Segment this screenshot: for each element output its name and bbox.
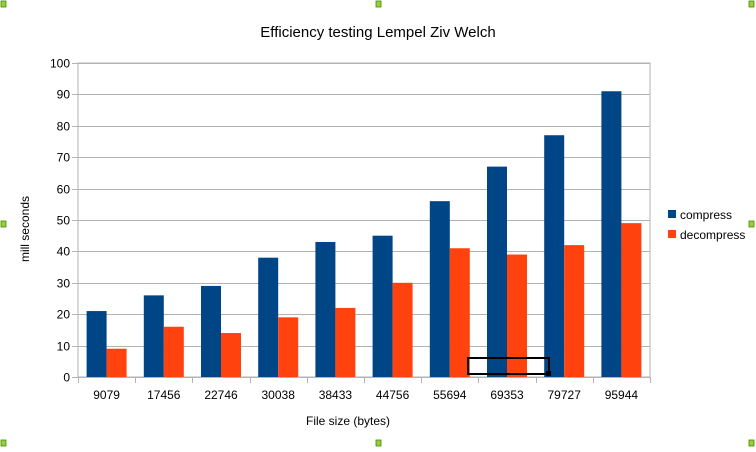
selection-handle[interactable] (0, 439, 7, 447)
x-tick-label: 22746 (204, 388, 238, 402)
x-tick-label: 17456 (147, 388, 181, 402)
x-tick-label: 95944 (605, 388, 639, 402)
selection-handle[interactable] (748, 439, 755, 447)
x-tick-label: 79727 (548, 388, 582, 402)
x-tick-label: 38433 (319, 388, 353, 402)
bar-decompress (392, 282, 413, 377)
y-tick-label: 60 (57, 183, 71, 197)
axes: 0 10 20 30 40 50 60 70 80 90 100 9079 17456 22746 3003… (50, 57, 651, 402)
bar-decompress (507, 254, 527, 377)
legend-label-decompress: decompress (680, 228, 745, 242)
y-tick-label: 100 (50, 57, 70, 71)
bar-decompress (163, 326, 184, 377)
legend: compress decompress (668, 208, 745, 242)
bar-compress (601, 91, 622, 377)
selection-box[interactable] (467, 357, 550, 375)
bar-decompress (106, 348, 127, 377)
selection-handle[interactable] (0, 0, 7, 8)
legend-swatch-decompress (668, 230, 676, 238)
selection-handle[interactable] (748, 0, 755, 8)
selection-handle[interactable] (0, 220, 7, 228)
selection-handle[interactable] (375, 439, 382, 447)
bar-decompress (449, 248, 470, 377)
bar-compress (315, 241, 336, 377)
y-tick-label: 50 (57, 214, 71, 228)
bar-decompress (564, 245, 585, 377)
y-tick-label: 30 (57, 277, 71, 291)
chart-title: Efficiency testing Lempel Ziv Welch (260, 24, 495, 41)
legend-swatch-compress (668, 210, 676, 218)
bar-decompress (221, 333, 241, 377)
x-tick-label: 69353 (490, 388, 524, 402)
bar-compress (372, 235, 393, 377)
bar-compress (143, 295, 164, 377)
x-tick-label: 9079 (93, 388, 120, 402)
bar-compress (429, 201, 450, 377)
x-axis-label: File size (bytes) (306, 414, 390, 428)
selection-handle[interactable] (375, 0, 382, 8)
bar-compress (487, 166, 507, 377)
bar-compress (258, 257, 279, 377)
y-tick-label: 40 (57, 245, 71, 259)
bar-decompress (621, 223, 642, 377)
selection-handle[interactable] (748, 220, 755, 228)
y-axis-label: mill seconds (18, 196, 32, 262)
y-tick-label: 20 (57, 308, 71, 322)
bar-compress (201, 285, 221, 377)
y-tick-label: 0 (63, 371, 70, 385)
bar-compress (86, 311, 107, 377)
bar-decompress (335, 307, 356, 377)
bar-decompress (278, 317, 299, 377)
bar-compress (544, 135, 565, 377)
y-tick-label: 80 (57, 120, 71, 134)
x-tick-label: 44756 (376, 388, 410, 402)
selection-box-handle[interactable] (546, 371, 551, 376)
bars (86, 91, 642, 377)
y-tick-label: 90 (57, 88, 71, 102)
y-tick-label: 10 (57, 340, 71, 354)
x-tick-label: 30038 (262, 388, 296, 402)
x-tick-label: 55694 (433, 388, 467, 402)
legend-label-compress: compress (680, 208, 732, 222)
y-tick-label: 70 (57, 151, 71, 165)
